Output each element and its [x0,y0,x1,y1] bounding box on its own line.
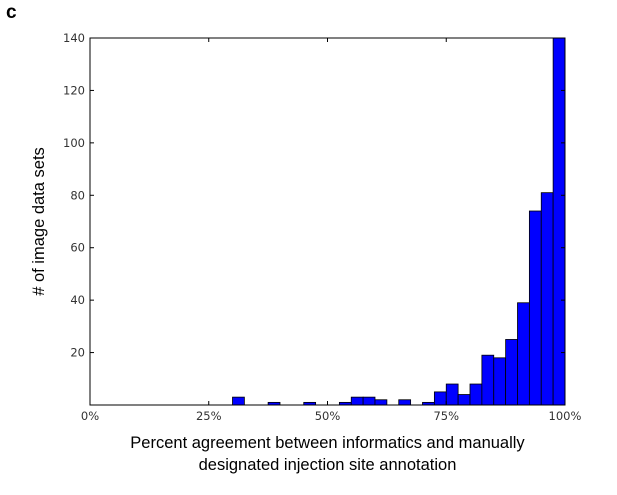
histogram-bar [493,357,507,406]
y-tick-label: 40 [70,293,85,307]
x-tick-label: 0% [81,409,99,423]
histogram-bar [552,37,566,406]
y-axis-ticks: 20 40 60 80 100 120 140 [63,31,565,360]
bars-group [232,37,566,406]
histogram-bar [232,396,245,406]
x-axis-ticks: 0% 25% 50% 75% 100% [81,38,582,423]
histogram-bar [445,383,459,406]
histogram-bar [469,383,483,406]
y-tick-label: 60 [70,241,85,255]
histogram-bar [457,394,471,406]
x-tick-label: 100% [549,409,582,423]
histogram-bar [481,354,495,406]
histogram-bar [362,396,376,406]
histogram-bar [374,399,388,406]
x-tick-label: 50% [315,409,341,423]
histogram-bar [398,399,412,406]
histogram-bar [517,302,530,406]
y-tick-label: 140 [63,31,85,45]
histogram-bar [350,396,364,406]
panel-label: c [6,2,17,23]
y-tick-label: 80 [70,188,85,202]
y-tick-label: 120 [63,83,85,97]
x-tick-label: 75% [433,409,459,423]
x-axis-label-line1: Percent agreement between informatics an… [130,434,525,452]
plot-frame [89,37,566,406]
x-tick-label: 25% [196,409,222,423]
x-axis-label-line2: designated injection site annotation [199,456,457,474]
y-axis-label: # of image data sets [30,147,48,296]
histogram-bar [528,210,542,406]
y-tick-label: 20 [70,346,85,360]
histogram-bar [505,339,518,406]
y-tick-label: 100 [63,136,85,150]
histogram-bar [433,391,447,406]
histogram-bar [540,192,554,406]
